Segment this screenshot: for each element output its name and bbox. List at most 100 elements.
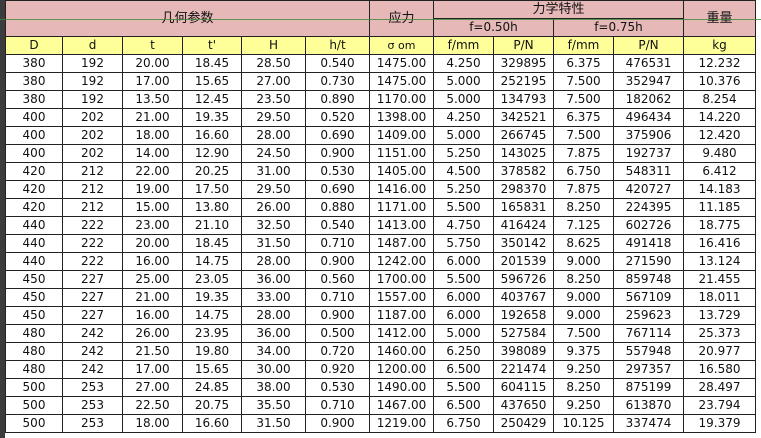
table-cell[interactable]: 12.420 xyxy=(683,126,756,145)
table-cell[interactable]: 5.500 xyxy=(433,270,494,289)
table-cell[interactable]: 16.60 xyxy=(182,414,242,433)
table-cell[interactable]: 253 xyxy=(62,396,123,415)
table-cell[interactable]: 1413.00 xyxy=(369,216,434,235)
table-cell[interactable]: 4.500 xyxy=(433,162,494,181)
table-cell[interactable]: 380 xyxy=(5,54,63,73)
table-cell[interactable]: 202 xyxy=(62,108,123,127)
table-cell[interactable]: 266745 xyxy=(493,126,554,145)
unit-header-cell[interactable]: d xyxy=(62,36,123,55)
table-cell[interactable]: 0.690 xyxy=(305,180,370,199)
table-cell[interactable]: 6.000 xyxy=(433,288,494,307)
table-cell[interactable]: 0.900 xyxy=(305,144,370,163)
table-cell[interactable]: 7.500 xyxy=(553,324,614,343)
table-cell[interactable]: 182062 xyxy=(613,90,684,109)
table-cell[interactable]: 440 xyxy=(5,252,63,271)
table-cell[interactable]: 27.00 xyxy=(241,72,306,91)
table-cell[interactable]: 28.00 xyxy=(241,306,306,325)
table-cell[interactable]: 6.500 xyxy=(433,360,494,379)
table-cell[interactable]: 1151.00 xyxy=(369,144,434,163)
table-cell[interactable]: 440 xyxy=(5,234,63,253)
table-cell[interactable]: 1412.00 xyxy=(369,324,434,343)
table-cell[interactable]: 242 xyxy=(62,342,123,361)
table-cell[interactable]: 1460.00 xyxy=(369,342,434,361)
table-cell[interactable]: 1409.00 xyxy=(369,126,434,145)
table-cell[interactable]: 20.75 xyxy=(182,396,242,415)
table-cell[interactable]: 380 xyxy=(5,72,63,91)
table-cell[interactable]: 5.250 xyxy=(433,144,494,163)
table-cell[interactable]: 21.10 xyxy=(182,216,242,235)
table-cell[interactable]: 416424 xyxy=(493,216,554,235)
table-cell[interactable]: 28.497 xyxy=(683,378,756,397)
table-cell[interactable]: 1187.00 xyxy=(369,306,434,325)
stress-header[interactable]: 应力 xyxy=(369,0,434,37)
table-cell[interactable]: 31.00 xyxy=(241,162,306,181)
table-cell[interactable]: 28.50 xyxy=(241,54,306,73)
table-cell[interactable]: 0.880 xyxy=(305,198,370,217)
unit-header-cell[interactable]: σ om xyxy=(369,36,434,55)
table-cell[interactable]: 14.00 xyxy=(122,144,183,163)
table-cell[interactable]: 548311 xyxy=(613,162,684,181)
table-cell[interactable]: 8.250 xyxy=(553,270,614,289)
table-cell[interactable]: 0.890 xyxy=(305,90,370,109)
unit-header-cell[interactable]: D xyxy=(5,36,63,55)
table-cell[interactable]: 7.500 xyxy=(553,126,614,145)
table-cell[interactable]: 6.000 xyxy=(433,306,494,325)
table-cell[interactable]: 0.540 xyxy=(305,216,370,235)
table-cell[interactable]: 1242.00 xyxy=(369,252,434,271)
unit-header-cell[interactable]: P/N xyxy=(493,36,554,55)
table-cell[interactable]: 24.85 xyxy=(182,378,242,397)
table-cell[interactable]: 24.50 xyxy=(241,144,306,163)
table-cell[interactable]: 420 xyxy=(5,180,63,199)
table-cell[interactable]: 4.250 xyxy=(433,108,494,127)
table-cell[interactable]: 1416.00 xyxy=(369,180,434,199)
table-cell[interactable]: 242 xyxy=(62,324,123,343)
table-cell[interactable]: 480 xyxy=(5,324,63,343)
table-cell[interactable]: 271590 xyxy=(613,252,684,271)
table-cell[interactable]: 1171.00 xyxy=(369,198,434,217)
table-cell[interactable]: 596726 xyxy=(493,270,554,289)
table-cell[interactable]: 1557.00 xyxy=(369,288,434,307)
table-cell[interactable]: 212 xyxy=(62,198,123,217)
table-cell[interactable]: 34.00 xyxy=(241,342,306,361)
unit-header-cell[interactable]: f/mm xyxy=(433,36,494,55)
table-cell[interactable]: 16.60 xyxy=(182,126,242,145)
table-cell[interactable]: 9.000 xyxy=(553,306,614,325)
table-cell[interactable]: 0.710 xyxy=(305,234,370,253)
table-cell[interactable]: 450 xyxy=(5,288,63,307)
table-cell[interactable]: 19.379 xyxy=(683,414,756,433)
table-cell[interactable]: 500 xyxy=(5,378,63,397)
table-cell[interactable]: 21.455 xyxy=(683,270,756,289)
table-cell[interactable]: 26.00 xyxy=(122,324,183,343)
table-cell[interactable]: 450 xyxy=(5,270,63,289)
table-cell[interactable]: 23.05 xyxy=(182,270,242,289)
table-cell[interactable]: 29.50 xyxy=(241,180,306,199)
table-cell[interactable]: 192 xyxy=(62,72,123,91)
table-cell[interactable]: 1487.00 xyxy=(369,234,434,253)
table-cell[interactable]: 398089 xyxy=(493,342,554,361)
table-cell[interactable]: 0.710 xyxy=(305,396,370,415)
table-cell[interactable]: 202 xyxy=(62,144,123,163)
table-cell[interactable]: 604115 xyxy=(493,378,554,397)
table-cell[interactable]: 250429 xyxy=(493,414,554,433)
table-cell[interactable]: 30.00 xyxy=(241,360,306,379)
table-cell[interactable]: 224395 xyxy=(613,198,684,217)
table-cell[interactable]: 16.00 xyxy=(122,252,183,271)
table-cell[interactable]: 420 xyxy=(5,162,63,181)
table-cell[interactable]: 33.00 xyxy=(241,288,306,307)
table-cell[interactable]: 1475.00 xyxy=(369,54,434,73)
table-cell[interactable]: 5.750 xyxy=(433,234,494,253)
table-cell[interactable]: 12.232 xyxy=(683,54,756,73)
table-cell[interactable]: 16.00 xyxy=(122,306,183,325)
table-cell[interactable]: 20.25 xyxy=(182,162,242,181)
table-cell[interactable]: 13.80 xyxy=(182,198,242,217)
table-cell[interactable]: 192737 xyxy=(613,144,684,163)
table-cell[interactable]: 5.500 xyxy=(433,198,494,217)
table-cell[interactable]: 14.220 xyxy=(683,108,756,127)
table-cell[interactable]: 9.250 xyxy=(553,360,614,379)
table-cell[interactable]: 19.35 xyxy=(182,288,242,307)
table-cell[interactable]: 15.00 xyxy=(122,198,183,217)
table-cell[interactable]: 0.500 xyxy=(305,324,370,343)
table-cell[interactable]: 192658 xyxy=(493,306,554,325)
table-cell[interactable]: 227 xyxy=(62,306,123,325)
table-cell[interactable]: 18.00 xyxy=(122,126,183,145)
